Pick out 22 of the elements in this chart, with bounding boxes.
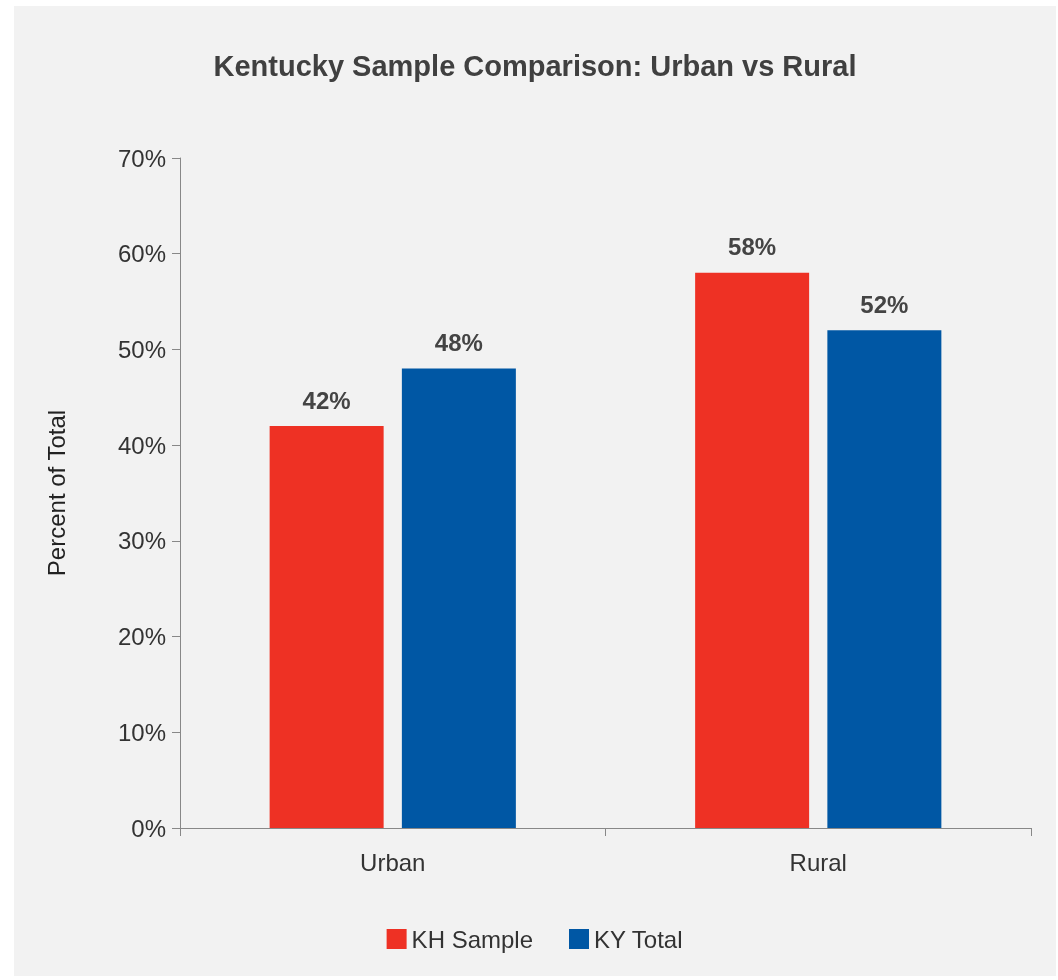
data-label: 58% <box>728 233 777 261</box>
x-tick-label: Urban <box>360 848 426 876</box>
data-label: 52% <box>860 290 909 318</box>
x-tick-label: Rural <box>789 848 847 876</box>
legend-label: KY Total <box>594 925 683 953</box>
y-tick-label: 20% <box>117 623 166 651</box>
data-label: 48% <box>434 329 483 357</box>
bar <box>695 272 810 828</box>
y-tick-label: 10% <box>117 718 166 746</box>
chart-title: Kentucky Sample Comparison: Urban vs Rural <box>213 49 857 82</box>
y-tick-label: 30% <box>117 527 166 555</box>
y-tick-label: 70% <box>117 144 166 172</box>
y-tick-label: 50% <box>117 335 166 363</box>
data-label: 42% <box>302 386 351 414</box>
y-tick-label: 0% <box>131 814 166 842</box>
bar <box>269 426 384 828</box>
bar <box>827 330 942 828</box>
y-tick-label: 40% <box>117 431 166 459</box>
bar <box>401 368 516 828</box>
legend-label: KH Sample <box>411 925 534 953</box>
y-axis-title: Percent of Total <box>42 409 70 577</box>
y-tick-label: 60% <box>117 240 166 268</box>
